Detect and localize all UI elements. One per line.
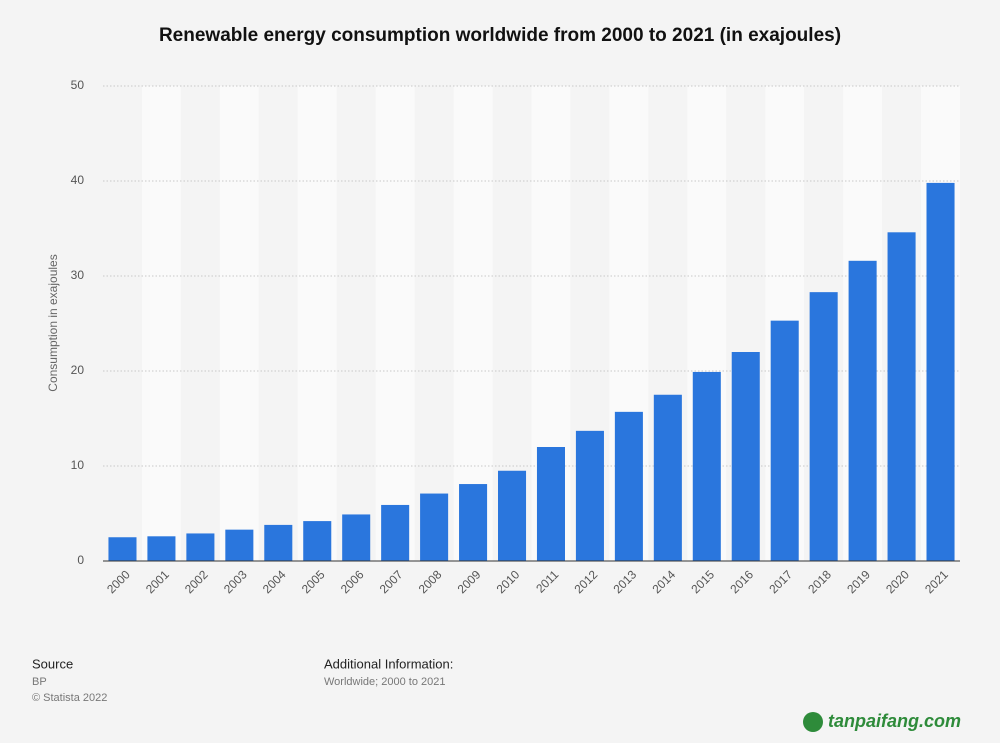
band bbox=[336, 86, 376, 561]
bar bbox=[575, 430, 604, 561]
source: BP bbox=[32, 676, 47, 688]
bar bbox=[926, 182, 955, 561]
y-tick-label: 30 bbox=[71, 268, 85, 282]
bar bbox=[887, 232, 916, 562]
bar bbox=[536, 447, 566, 561]
y-axis-label: Consumption in exajoules bbox=[46, 254, 60, 391]
band bbox=[258, 86, 298, 561]
info-heading: Additional Information: bbox=[324, 656, 453, 671]
y-tick-label: 20 bbox=[71, 363, 85, 377]
band bbox=[414, 86, 454, 561]
bar bbox=[692, 371, 721, 561]
bar bbox=[381, 504, 410, 561]
bar bbox=[225, 529, 254, 561]
watermark-logo bbox=[803, 712, 823, 732]
y-tick-label: 10 bbox=[71, 458, 85, 472]
band bbox=[180, 86, 220, 561]
bar bbox=[653, 394, 682, 561]
source-heading: Source bbox=[32, 656, 73, 671]
band bbox=[219, 86, 259, 561]
bar bbox=[303, 521, 332, 561]
bar bbox=[342, 514, 371, 561]
band bbox=[141, 86, 181, 561]
bar bbox=[848, 260, 877, 561]
band bbox=[453, 86, 493, 561]
bar bbox=[108, 537, 137, 561]
y-tick-label: 40 bbox=[71, 173, 85, 187]
y-tick-label: 0 bbox=[77, 553, 84, 567]
bar bbox=[420, 493, 449, 561]
bar bbox=[731, 352, 760, 561]
copyright: © Statista 2022 bbox=[32, 692, 107, 704]
bar bbox=[186, 533, 215, 561]
band bbox=[375, 86, 415, 561]
bar bbox=[770, 320, 799, 561]
chart-title: Renewable energy consumption worldwide f… bbox=[159, 25, 841, 46]
bar bbox=[264, 524, 293, 561]
bar bbox=[459, 484, 488, 561]
watermark: tanpaifang.com bbox=[828, 711, 961, 731]
info: Worldwide; 2000 to 2021 bbox=[324, 676, 446, 688]
bar bbox=[614, 411, 643, 561]
y-tick-label: 50 bbox=[71, 78, 85, 92]
band bbox=[103, 86, 142, 561]
bar bbox=[497, 470, 527, 561]
band bbox=[297, 86, 337, 561]
bar bbox=[147, 536, 176, 561]
bar bbox=[809, 292, 838, 561]
